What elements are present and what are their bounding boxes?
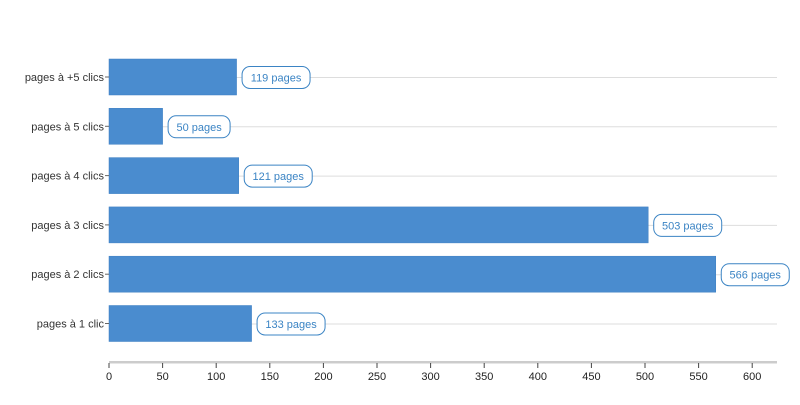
data-label: 121 pages <box>243 164 313 188</box>
category-axis: pages à +5 clics pages à 5 clics pages à 4… <box>25 72 109 331</box>
bar[interactable] <box>108 206 649 244</box>
x-tick-label: 300 <box>421 371 439 383</box>
value-axis: 0 50 100 150 200 250 300 350 400 450 500 550 600 <box>106 361 777 383</box>
x-tick-label: 150 <box>261 371 279 383</box>
bar[interactable] <box>108 305 252 342</box>
category-label: pages à +5 clics <box>25 72 105 84</box>
data-label: 133 pages <box>256 312 326 336</box>
bar[interactable] <box>108 157 239 194</box>
category-label: pages à 5 clics <box>31 121 104 133</box>
x-tick-label: 200 <box>314 371 332 383</box>
data-label-box <box>243 164 313 188</box>
data-label-text: 133 pages <box>265 319 317 331</box>
data-label-box <box>653 213 723 237</box>
x-tick-label: 550 <box>689 371 707 383</box>
x-tick-label: 350 <box>475 371 493 383</box>
data-label-box <box>720 263 790 287</box>
bar[interactable] <box>108 255 717 293</box>
data-labels: 119 pages 50 pages 121 pages 503 pages 566 p… <box>167 66 790 336</box>
data-label-box <box>256 312 326 336</box>
category-label: pages à 3 clics <box>31 220 104 232</box>
x-tick-label: 250 <box>368 371 386 383</box>
data-label-box <box>241 66 311 89</box>
bar[interactable] <box>108 58 237 96</box>
x-tick-label: 100 <box>207 371 225 383</box>
data-label: 503 pages <box>653 213 723 237</box>
x-tick-label: 500 <box>636 371 654 383</box>
x-tick-label: 450 <box>582 371 600 383</box>
x-tick-label: 600 <box>743 371 761 383</box>
bar[interactable] <box>108 108 163 145</box>
data-label-text: 119 pages <box>251 73 302 85</box>
data-label: 50 pages <box>167 115 231 139</box>
data-label-text: 503 pages <box>662 220 714 232</box>
data-label-text: 50 pages <box>176 122 222 134</box>
data-label-box <box>167 115 231 139</box>
x-tick-label: 400 <box>529 371 547 383</box>
data-label-text: 566 pages <box>730 270 782 282</box>
bars <box>108 58 717 342</box>
value-axis-line <box>109 361 777 364</box>
x-tick-label: 0 <box>106 371 112 383</box>
category-label: pages à 1 clic <box>37 319 105 331</box>
category-label: pages à 2 clics <box>31 269 104 281</box>
data-label: 119 pages <box>241 66 311 89</box>
data-label: 566 pages <box>720 263 790 287</box>
data-label-text: 121 pages <box>253 171 305 183</box>
x-tick-label: 50 <box>156 371 168 383</box>
category-label: pages à 4 clics <box>31 171 104 183</box>
